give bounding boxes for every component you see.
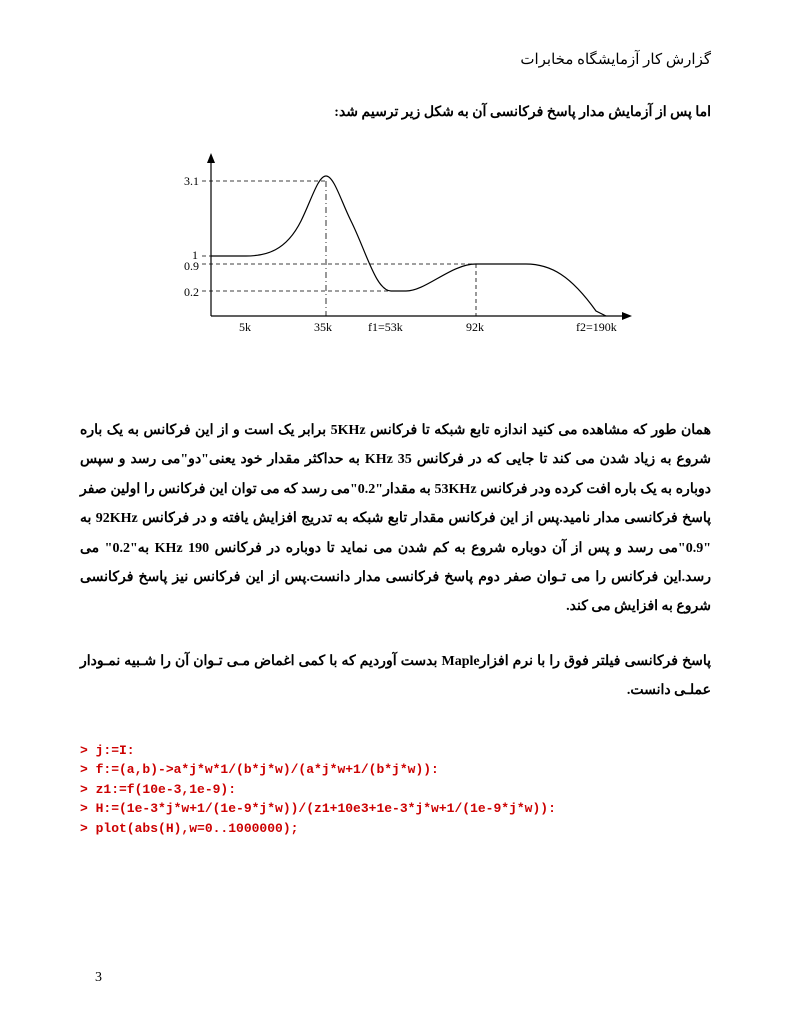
y-label-0.2: 0.2 — [184, 285, 199, 299]
frequency-response-chart: 3.1 1 0.9 0.2 5k 35k f1=53k 92k f2=190k — [156, 151, 636, 346]
x-label-92k: 92k — [466, 320, 484, 334]
code-line: > z1:=f(10e-3,1e-9): — [80, 780, 711, 800]
y-label-0.9: 0.9 — [184, 259, 199, 273]
page-number: 3 — [95, 970, 102, 986]
main-paragraph-2: پاسخ فرکانسی فیلتر فوق را با نرم افزارMa… — [80, 647, 711, 706]
x-label-f2: f2=190k — [576, 320, 617, 334]
code-line: > f:=(a,b)->a*j*w*1/(b*j*w)/(a*j*w+1/(b*… — [80, 760, 711, 780]
x-label-5k: 5k — [239, 320, 251, 334]
main-paragraph-1: همان طور که مشاهده می کنید اندازه تابع ش… — [80, 416, 711, 622]
y-label-3.1: 3.1 — [184, 174, 199, 188]
code-line: > j:=I: — [80, 741, 711, 761]
chart-svg: 3.1 1 0.9 0.2 5k 35k f1=53k 92k f2=190k — [156, 151, 636, 346]
code-line: > plot(abs(H),w=0..1000000); — [80, 819, 711, 839]
page-header: گزارش کار آزمایشگاه مخابرات — [80, 50, 711, 69]
intro-paragraph: اما پس از آزمایش مدار پاسخ فرکانسی آن به… — [80, 104, 711, 121]
maple-code-block: > j:=I: > f:=(a,b)->a*j*w*1/(b*j*w)/(a*j… — [80, 741, 711, 839]
code-line: > H:=(1e-3*j*w+1/(1e-9*j*w))/(z1+10e3+1e… — [80, 799, 711, 819]
x-label-35k: 35k — [314, 320, 332, 334]
x-label-f1: f1=53k — [368, 320, 403, 334]
